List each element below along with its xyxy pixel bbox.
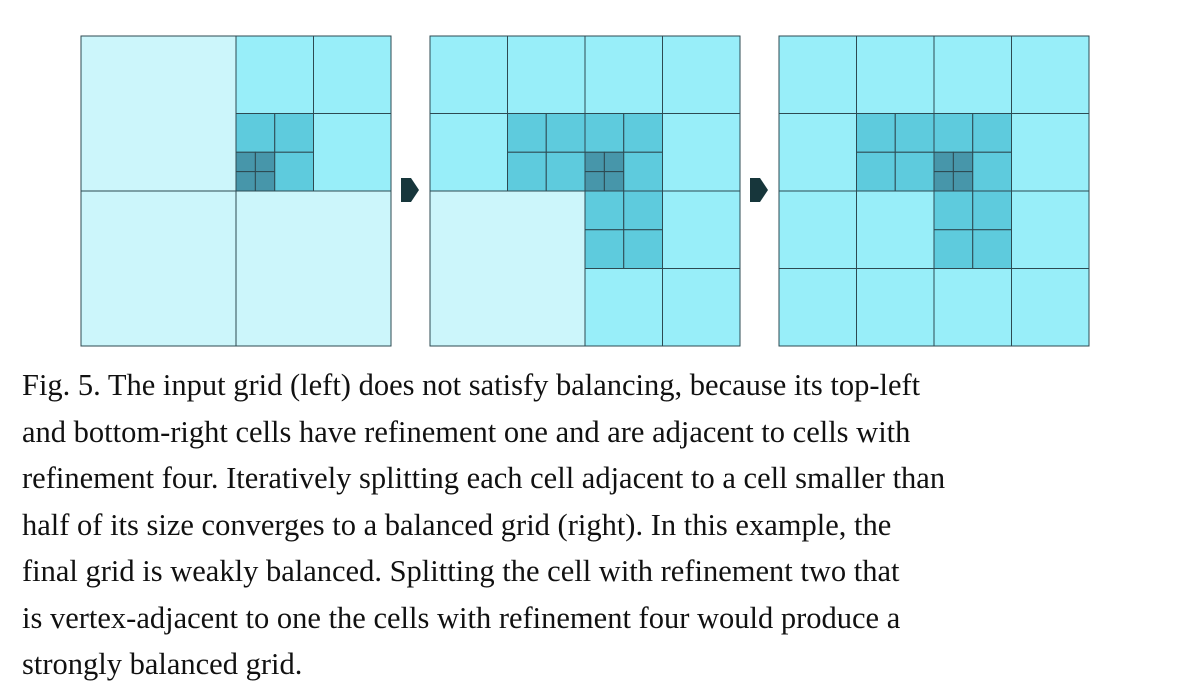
grid-cell bbox=[952, 151, 974, 173]
grid-cell bbox=[933, 190, 974, 231]
grid-cell bbox=[894, 113, 935, 153]
grid-cell bbox=[429, 35, 508, 114]
grid-cell bbox=[235, 113, 276, 153]
grid-cell bbox=[603, 171, 625, 192]
grid-cell bbox=[933, 229, 974, 269]
figure-caption: Fig. 5. The input grid (left) does not s… bbox=[22, 368, 946, 681]
grid-cell bbox=[778, 190, 857, 269]
grid-cell bbox=[545, 113, 586, 153]
grid-cell bbox=[623, 151, 663, 192]
grid-cell bbox=[80, 190, 237, 347]
grid-cell bbox=[662, 35, 741, 114]
grid-cell bbox=[274, 151, 314, 192]
grid-cell bbox=[507, 35, 586, 114]
grid-cell bbox=[952, 171, 974, 192]
grid-cell bbox=[1011, 268, 1090, 347]
grid-cell bbox=[1011, 190, 1090, 269]
grid-refinement-figure bbox=[80, 35, 1090, 347]
grid-cell bbox=[933, 113, 974, 153]
grid-cell bbox=[894, 151, 935, 192]
grid-cell bbox=[80, 35, 237, 192]
grid-cell bbox=[274, 113, 314, 153]
grid-cell bbox=[778, 113, 857, 192]
grid-cell bbox=[662, 190, 741, 269]
grid-cell bbox=[584, 151, 605, 173]
grid-cell bbox=[603, 151, 625, 173]
grid-cell bbox=[235, 171, 256, 192]
arrow-right-icon bbox=[401, 178, 419, 202]
grid-cell bbox=[623, 229, 663, 269]
panel-intermediate-grid bbox=[429, 35, 741, 347]
grid-cell bbox=[584, 171, 605, 192]
grid-cell bbox=[972, 190, 1012, 231]
grid-cell bbox=[778, 268, 857, 347]
grid-cell bbox=[972, 113, 1012, 153]
panel-balanced-grid bbox=[778, 35, 1090, 347]
grid-cell bbox=[856, 35, 935, 114]
grid-cell bbox=[972, 229, 1012, 269]
grid-cell bbox=[778, 35, 857, 114]
grid-cell bbox=[235, 35, 314, 114]
grid-cell bbox=[584, 190, 625, 231]
grid-cell bbox=[856, 113, 896, 153]
arrow-right-icon bbox=[750, 178, 768, 202]
grid-cell bbox=[254, 171, 276, 192]
grid-cell bbox=[584, 229, 625, 269]
grid-cell bbox=[856, 268, 935, 347]
grid-cell bbox=[933, 268, 1012, 347]
grid-cell bbox=[584, 35, 663, 114]
grid-cell bbox=[507, 151, 547, 192]
grid-cell bbox=[933, 151, 954, 173]
grid-cell bbox=[254, 151, 276, 173]
grid-cell bbox=[1011, 35, 1090, 114]
grid-cell bbox=[584, 113, 625, 153]
grid-cell bbox=[662, 268, 741, 347]
grid-cell bbox=[933, 35, 1012, 114]
grid-cell bbox=[856, 190, 935, 269]
grid-cell bbox=[235, 151, 256, 173]
grid-cell bbox=[507, 113, 547, 153]
grid-cell bbox=[313, 113, 392, 192]
grid-cell bbox=[429, 113, 508, 192]
grid-cell bbox=[429, 190, 586, 347]
grid-cell bbox=[1011, 113, 1090, 192]
grid-cell bbox=[623, 190, 663, 231]
grid-cell bbox=[584, 268, 663, 347]
grid-cell bbox=[235, 190, 392, 347]
grid-cell bbox=[313, 35, 392, 114]
grid-cell bbox=[545, 151, 586, 192]
grid-cell bbox=[972, 151, 1012, 192]
grid-cell bbox=[662, 113, 741, 192]
grid-cell bbox=[933, 171, 954, 192]
panel-input-grid bbox=[80, 35, 392, 347]
grid-cell bbox=[623, 113, 663, 153]
grid-cell bbox=[856, 151, 896, 192]
